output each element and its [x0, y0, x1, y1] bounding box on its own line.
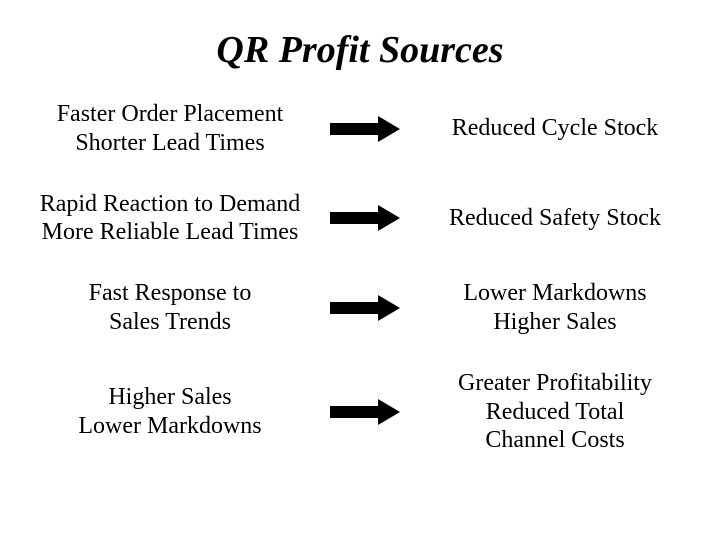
left-line: Sales Trends [30, 308, 310, 337]
row-left: Fast Response to Sales Trends [30, 279, 310, 337]
left-line: Rapid Reaction to Demand [30, 190, 310, 219]
diagram-row: Faster Order Placement Shorter Lead Time… [30, 100, 690, 158]
right-line: Higher Sales [420, 308, 690, 337]
row-left: Faster Order Placement Shorter Lead Time… [30, 100, 310, 158]
right-line: Greater Profitability [420, 369, 690, 398]
row-right: Lower Markdowns Higher Sales [420, 279, 690, 337]
diagram-row: Rapid Reaction to Demand More Reliable L… [30, 190, 690, 248]
right-line: Reduced Total [420, 398, 690, 427]
diagram-rows: Faster Order Placement Shorter Lead Time… [30, 100, 690, 455]
arrow-cell [310, 399, 420, 425]
left-line: Lower Markdowns [30, 412, 310, 441]
right-line: Reduced Safety Stock [420, 204, 690, 233]
left-line: Shorter Lead Times [30, 129, 310, 158]
left-line: Faster Order Placement [30, 100, 310, 129]
arrow-right-icon [330, 399, 400, 425]
row-right: Reduced Cycle Stock [420, 114, 690, 143]
left-line: Higher Sales [30, 383, 310, 412]
arrow-cell [310, 295, 420, 321]
page-title: QR Profit Sources [30, 28, 690, 72]
arrow-right-icon [330, 295, 400, 321]
right-line: Lower Markdowns [420, 279, 690, 308]
arrow-cell [310, 116, 420, 142]
arrow-cell [310, 205, 420, 231]
left-line: Fast Response to [30, 279, 310, 308]
right-line: Reduced Cycle Stock [420, 114, 690, 143]
arrow-right-icon [330, 205, 400, 231]
row-left: Higher Sales Lower Markdowns [30, 383, 310, 441]
diagram-row: Higher Sales Lower Markdowns Greater Pro… [30, 369, 690, 455]
right-line: Channel Costs [420, 426, 690, 455]
row-right: Reduced Safety Stock [420, 204, 690, 233]
left-line: More Reliable Lead Times [30, 218, 310, 247]
diagram-row: Fast Response to Sales Trends Lower Mark… [30, 279, 690, 337]
row-left: Rapid Reaction to Demand More Reliable L… [30, 190, 310, 248]
row-right: Greater Profitability Reduced Total Chan… [420, 369, 690, 455]
arrow-right-icon [330, 116, 400, 142]
